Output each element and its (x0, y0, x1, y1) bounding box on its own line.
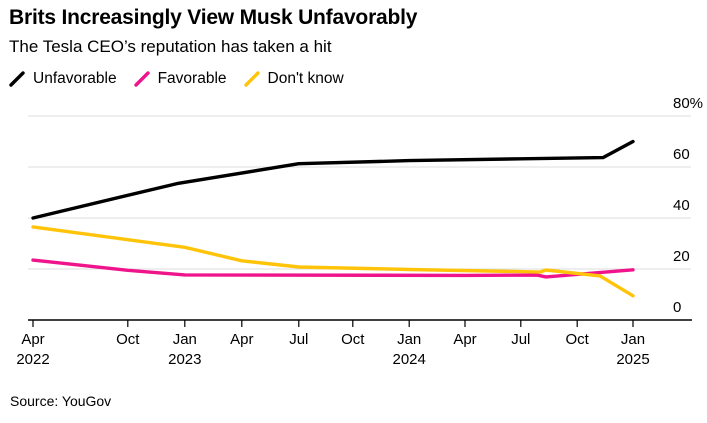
x-axis-label: Oct (341, 331, 365, 348)
x-axis-label: Apr (21, 331, 44, 348)
x-axis-label: Oct (566, 331, 590, 348)
x-axis-label-year: 2024 (393, 351, 426, 368)
x-axis-label: Jan (397, 331, 421, 348)
legend-slash-favorable (133, 71, 150, 87)
x-axis-label: Jul (289, 331, 308, 348)
legend-label-dont-know: Don't know (267, 70, 344, 87)
chart-title: Brits Increasingly View Musk Unfavorably (9, 6, 418, 29)
x-axis-label-year: 2022 (16, 351, 49, 368)
x-axis-label-year: 2025 (616, 351, 649, 368)
legend-label-favorable: Favorable (157, 70, 227, 87)
legend-slash-unfavorable (9, 71, 25, 87)
legend-slash-icon (243, 71, 260, 87)
source-note: Source: YouGov (10, 393, 112, 409)
x-axis-label: Apr (230, 331, 253, 348)
x-axis-label: Jan (621, 331, 645, 348)
y-axis-label: 60 (673, 146, 690, 163)
y-axis-label: 40 (673, 197, 690, 214)
x-axis-label: Jul (511, 331, 530, 348)
x-axis-label: Apr (453, 331, 476, 348)
y-axis-label: 20 (673, 248, 690, 265)
legend-item-dont-know: Don't know (243, 70, 344, 88)
series-line-don-t-know (31, 225, 635, 298)
x-axis-label-year: 2023 (168, 351, 201, 368)
legend-label-unfavorable: Unfavorable (33, 70, 117, 87)
series-line-favorable (31, 258, 635, 279)
x-axis-label: Jan (173, 331, 197, 348)
legend-slash-icon (9, 71, 25, 87)
legend-slash-icon (133, 71, 150, 87)
chart-legend: Unfavorable Favorable Don't know (9, 70, 344, 88)
series-line-unfavorable (31, 139, 635, 220)
legend-slash-dont-know (243, 71, 260, 87)
x-axis-label: Oct (116, 331, 140, 348)
y-axis-label: 80% (673, 95, 703, 112)
legend-item-favorable: Favorable (133, 70, 227, 88)
chart-subtitle: The Tesla CEO’s reputation has taken a h… (9, 37, 332, 56)
legend-item-unfavorable: Unfavorable (9, 70, 117, 88)
y-axis-label: 0 (673, 299, 681, 316)
